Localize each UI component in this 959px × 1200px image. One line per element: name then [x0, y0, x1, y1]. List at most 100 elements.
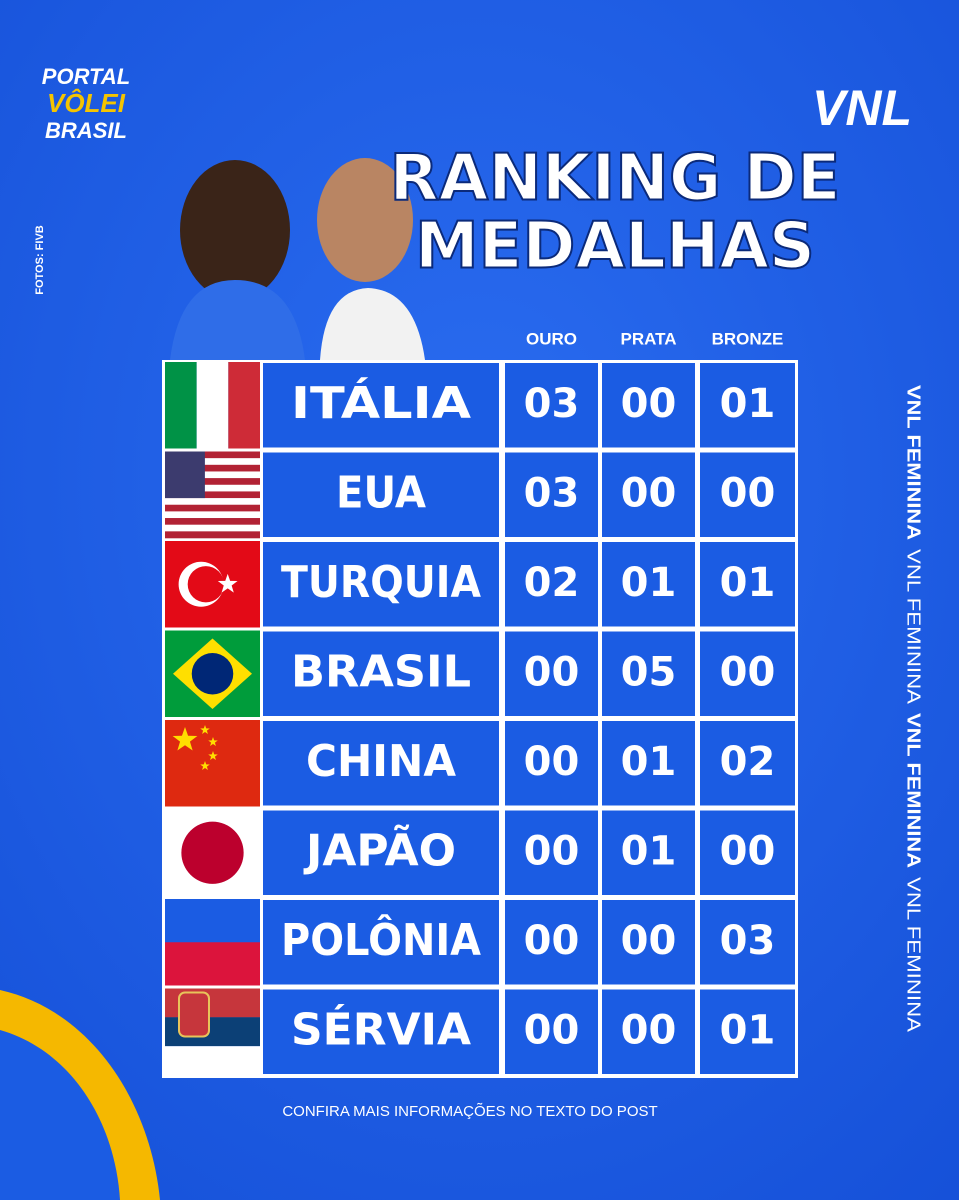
medal-count: 01	[720, 560, 776, 606]
medal-count: 00	[524, 649, 580, 695]
flag	[165, 362, 260, 449]
flag-part	[165, 484, 260, 492]
flag-part	[165, 451, 205, 499]
medal-count: 01	[621, 828, 677, 874]
flag-part	[165, 464, 260, 472]
medal-count: 02	[524, 560, 580, 606]
medal-count: 00	[524, 828, 580, 874]
country-name: TURQUIA	[281, 557, 481, 608]
side-text: VNL FEMININA	[903, 877, 923, 1032]
medal-count: 00	[720, 649, 776, 695]
medal-count: 00	[621, 381, 677, 427]
medal-count: 01	[621, 560, 677, 606]
medal-count: 00	[621, 918, 677, 964]
column-header: OURO	[526, 329, 577, 348]
side-text: VNL FEMININA	[903, 713, 923, 868]
country-cell	[263, 631, 499, 716]
flag-part	[165, 504, 260, 512]
flag-part	[165, 471, 260, 479]
flag-star	[208, 751, 218, 761]
medal-cell	[505, 363, 598, 448]
medal-cell	[602, 363, 695, 448]
medal-count: 03	[524, 470, 580, 516]
medal-cell	[700, 452, 795, 537]
medal-cell	[700, 900, 795, 985]
flag-star	[172, 727, 198, 751]
flag-part	[187, 566, 225, 603]
medal-cell	[602, 989, 695, 1074]
medal-cell	[602, 452, 695, 537]
flag-part	[191, 652, 234, 695]
logo-line: VÔLEI	[47, 88, 126, 118]
flag-star	[200, 725, 210, 735]
medal-count: 01	[720, 1007, 776, 1053]
medal-count: 00	[720, 470, 776, 516]
medal-count: 02	[720, 739, 776, 785]
flag-part	[165, 458, 260, 466]
medal-count: 01	[720, 381, 776, 427]
flag	[165, 630, 260, 717]
medal-cell	[602, 542, 695, 627]
medal-count: 00	[524, 739, 580, 785]
medal-cell	[505, 900, 598, 985]
column-header: PRATA	[620, 329, 676, 348]
country-cell	[263, 542, 499, 627]
medal-cell	[505, 810, 598, 895]
country-name: CHINA	[306, 736, 456, 787]
country-name: SÉRVIA	[291, 1002, 471, 1055]
flag-part	[196, 362, 229, 449]
logo-line: PORTAL	[42, 64, 130, 89]
country-cell	[263, 452, 499, 537]
medal-cell	[700, 542, 795, 627]
flag-part	[165, 524, 260, 532]
medal-count: 00	[720, 828, 776, 874]
medal-count: 03	[524, 381, 580, 427]
country-cell	[263, 989, 499, 1074]
medal-cell	[505, 631, 598, 716]
logo-line: BRASIL	[45, 118, 127, 143]
medal-count: 00	[524, 1007, 580, 1053]
flag-star	[208, 737, 218, 747]
country-name: ITÁLIA	[291, 376, 471, 429]
photo-credit: FOTOS: FIVB	[34, 225, 46, 295]
flag-part	[165, 720, 260, 807]
country-cell	[263, 900, 499, 985]
footer-note: CONFIRA MAIS INFORMAÇÕES NO TEXTO DO POS…	[282, 1103, 657, 1120]
flag-part	[165, 451, 260, 459]
medal-cell	[505, 452, 598, 537]
flag-part	[181, 821, 244, 884]
players-photo	[170, 158, 425, 360]
flag-part	[228, 362, 260, 449]
flag	[165, 451, 260, 539]
medal-count: 00	[524, 918, 580, 964]
medal-cell	[700, 810, 795, 895]
flag-part	[165, 498, 260, 506]
medal-cell	[602, 810, 695, 895]
flag-part	[178, 991, 210, 1038]
title: MEDALHAS	[415, 210, 815, 284]
medal-cell	[700, 363, 795, 448]
medal-count: 00	[621, 1007, 677, 1053]
medal-cell	[602, 631, 695, 716]
flag-part	[165, 362, 197, 449]
column-header: BRONZE	[712, 329, 784, 348]
country-name: BRASIL	[291, 646, 471, 697]
side-text: VNL FEMININA	[903, 549, 923, 704]
country-name: JAPÃO	[303, 823, 456, 876]
flag-star	[200, 761, 210, 771]
vnl-logo: VNL	[812, 80, 912, 136]
medal-cell	[700, 989, 795, 1074]
medal-count: 03	[720, 918, 776, 964]
medal-cell	[505, 989, 598, 1074]
medal-cell	[700, 631, 795, 716]
arc-inner	[0, 1030, 120, 1200]
medal-cell	[700, 721, 795, 806]
medal-table: ITÁLIA 03 00 01 EUA 03 00 00 TURQUIA 02 01 01 BRASIL…	[162, 360, 798, 1078]
country-cell	[263, 721, 499, 806]
medal-cell	[505, 721, 598, 806]
medal-cell	[505, 542, 598, 627]
flag-part	[165, 491, 260, 499]
medal-count: 05	[621, 649, 677, 695]
